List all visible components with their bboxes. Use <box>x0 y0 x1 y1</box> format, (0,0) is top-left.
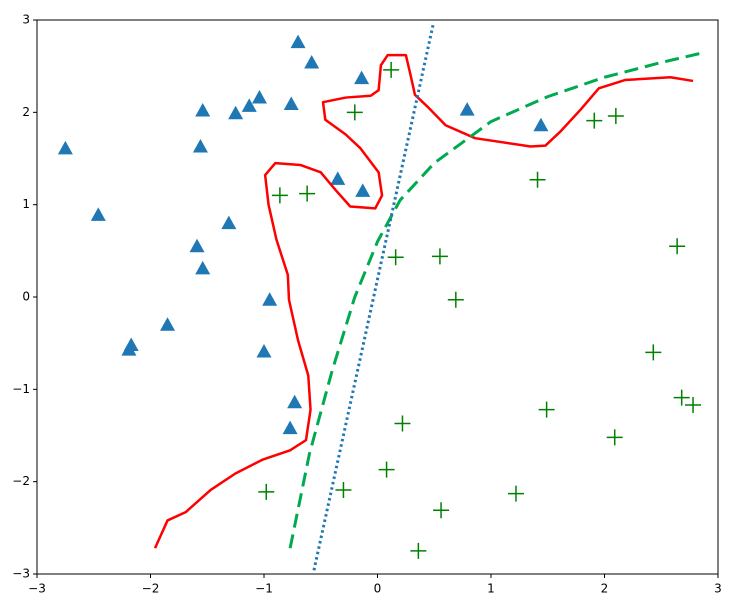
plus-point <box>299 185 316 202</box>
triangle-point <box>228 105 244 120</box>
plus-point <box>507 485 524 502</box>
triangle-point <box>241 98 257 112</box>
y-tick-label: 0 <box>22 290 30 304</box>
triangle-point <box>256 343 272 358</box>
triangle-point <box>283 96 299 111</box>
triangle-point <box>192 138 208 153</box>
triangle-point <box>287 394 303 409</box>
x-tick-label: −2 <box>142 582 160 596</box>
triangle-point <box>195 260 211 275</box>
triangle-point <box>251 90 267 104</box>
plus-point <box>410 542 427 559</box>
plus-point <box>447 291 464 308</box>
triangle-point <box>330 171 346 185</box>
plus-point <box>387 249 404 266</box>
plot-frame <box>36 19 719 575</box>
triangle-point <box>195 102 211 117</box>
triangle-point <box>355 183 371 197</box>
boundary-line <box>153 53 694 549</box>
plus-point <box>606 429 623 446</box>
triangle-point <box>459 102 475 116</box>
triangle-point <box>90 207 106 221</box>
x-tick-label: 0 <box>374 582 382 596</box>
y-tick-label: −1 <box>12 382 30 396</box>
plus-point <box>258 483 275 500</box>
triangle-point <box>304 54 320 69</box>
y-tick-label: 1 <box>22 197 30 211</box>
plus-point <box>586 112 603 129</box>
y-tick-label: 3 <box>22 13 30 27</box>
triangle-point <box>533 117 549 132</box>
triangle-point <box>57 140 73 155</box>
triangle-point <box>160 317 176 331</box>
triangle-point <box>189 238 205 253</box>
plus-point <box>607 108 624 125</box>
plus-point <box>538 401 555 418</box>
x-tick-label: 3 <box>714 582 722 596</box>
plus-point <box>346 104 363 121</box>
plus-point <box>645 344 662 361</box>
triangle-point <box>262 292 278 306</box>
plus-point <box>669 238 686 255</box>
triangle-point <box>354 70 370 85</box>
x-tick-label: −1 <box>255 582 273 596</box>
plus-point <box>433 502 450 519</box>
plus-point <box>394 415 411 432</box>
triangle-point <box>221 215 237 230</box>
plus-point <box>335 481 352 498</box>
triangle-point <box>282 420 298 435</box>
y-tick-label: −3 <box>12 567 30 581</box>
plus-point <box>529 171 546 188</box>
boundary-line <box>312 24 435 571</box>
triangle-point <box>121 342 137 356</box>
plus-point <box>673 389 690 406</box>
plus-point <box>378 461 395 478</box>
plus-point <box>685 397 702 414</box>
x-tick-label: 2 <box>601 582 609 596</box>
y-tick-label: 2 <box>22 105 30 119</box>
plus-point <box>383 61 400 78</box>
boundary-line <box>288 51 702 549</box>
x-tick-label: −3 <box>28 582 46 596</box>
y-tick-label: −2 <box>12 474 30 488</box>
plus-point <box>431 248 448 265</box>
x-tick-label: 1 <box>487 582 495 596</box>
plus-point <box>271 187 288 204</box>
triangle-point <box>290 34 306 49</box>
